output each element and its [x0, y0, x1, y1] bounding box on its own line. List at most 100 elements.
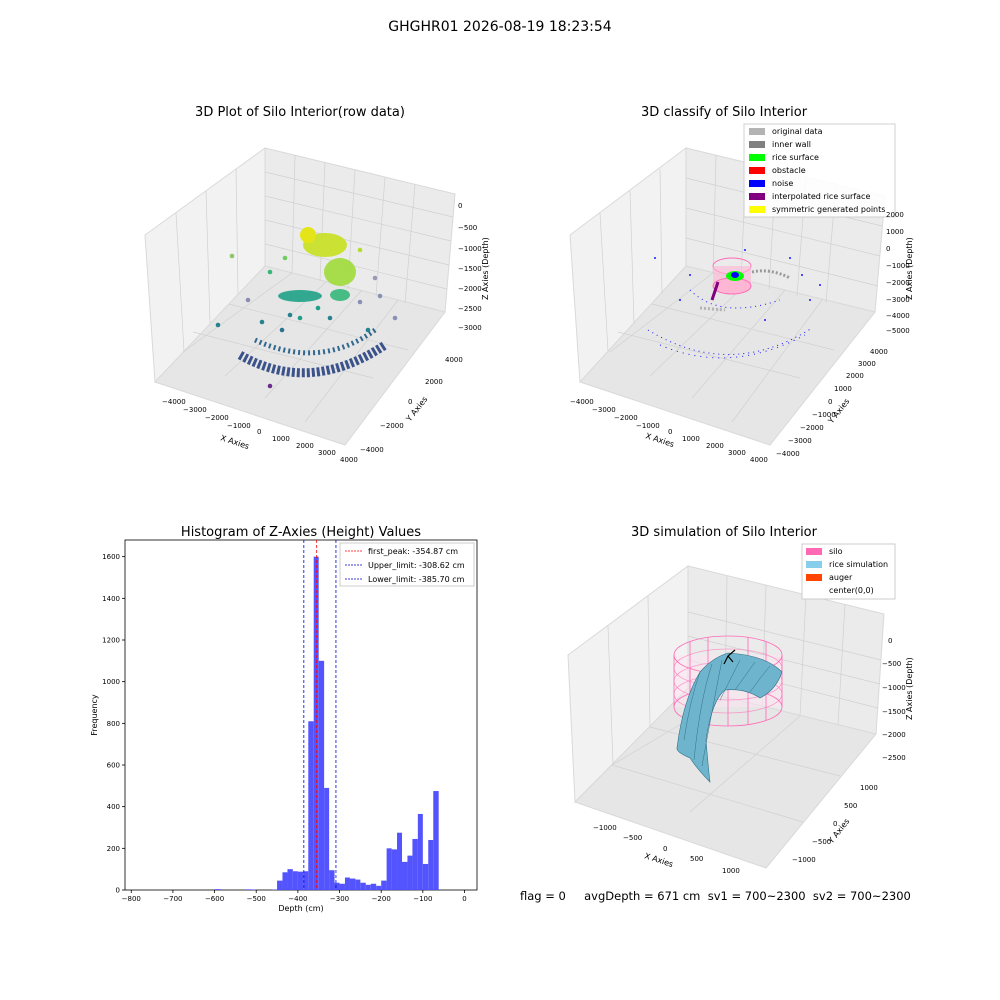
hist-bar: [308, 721, 314, 890]
p4-ytick: 0: [833, 820, 837, 828]
figure-title: GHGHR01 2026-08-19 18:23:54: [388, 19, 612, 35]
panel1-z-ticks: 0 −500 −1000 −1500 −2000 −2500 −3000: [458, 202, 482, 332]
hist-bar: [303, 871, 309, 890]
p1-ztick: −1000: [458, 245, 482, 253]
hist-bars: [214, 556, 439, 890]
panel4-title: 3D simulation of Silo Interior: [631, 525, 818, 540]
legend-label: center(0,0): [829, 586, 874, 595]
p4-ztick: −1500: [882, 708, 906, 716]
legend-swatch: [806, 587, 822, 594]
hist-ylabel: Frequency: [90, 694, 99, 736]
legend-label: auger: [829, 573, 853, 582]
p2-ytick: −2000: [800, 424, 824, 432]
panel1-points: [215, 227, 398, 389]
hist-bar: [313, 556, 319, 890]
p4-ztick: −1000: [882, 684, 906, 692]
p4-ztick: −500: [882, 660, 901, 668]
legend-swatch: [749, 154, 765, 161]
hist-vlines: [303, 540, 337, 890]
hist-bar: [355, 879, 361, 890]
panel4-legend: silo rice simulation auger center(0,0): [801, 543, 896, 600]
hist-bar: [402, 861, 408, 890]
hist-bar: [297, 871, 304, 890]
panel2-y-ticks: −4000 −3000 −2000 −1000 0 1000 2000 3000…: [776, 348, 888, 458]
hist-bar: [417, 813, 423, 890]
p2-xtick: −3000: [592, 406, 616, 414]
hist-bar: [397, 832, 403, 890]
panel1-zlabel: Z Axies (Depth): [481, 237, 490, 300]
panel-raw-3d: 3D Plot of Silo Interior(row data): [144, 105, 490, 464]
hist-bar: [391, 849, 398, 890]
p4-ztick: −2000: [882, 731, 906, 739]
hist-bar: [376, 885, 382, 890]
hist-xtick-label: −300: [330, 895, 349, 903]
legend-swatch: [806, 548, 822, 555]
hist-bar: [287, 869, 293, 890]
hist-bar: [360, 882, 366, 890]
p2-ytick: 3000: [858, 360, 876, 368]
legend-swatch: [749, 206, 765, 213]
p2-xtick: 4000: [750, 456, 768, 464]
legend-swatch: [749, 128, 765, 135]
panel2-floor-pane: [579, 265, 876, 446]
hist-plot-area: [124, 539, 478, 891]
hist-bar: [282, 872, 288, 890]
hist-xtick-label: −200: [372, 895, 391, 903]
legend-swatch: [749, 193, 765, 200]
hist-ytick-label: 400: [107, 803, 120, 811]
panel1-x-ticks: −4000 −3000 −2000 −1000 0 1000 2000 3000…: [162, 398, 358, 464]
p2-ztick: 1000: [886, 228, 904, 236]
hist-ytick-label: 1000: [102, 678, 120, 686]
panel-simulation-3d: 3D simulation of Silo Interior: [520, 525, 914, 903]
legend-swatch: [806, 561, 822, 568]
panel4-y-ticks: −1000 −500 0 500 1000: [792, 784, 878, 864]
hist-legend: first_peak: -354.87 cm Upper_limit: -308…: [339, 542, 475, 587]
panel4-xlabel: X Axies: [643, 851, 674, 869]
p2-ztick: 2000: [886, 211, 904, 219]
p2-xtick: 3000: [728, 449, 746, 457]
hist-title: Histogram of Z-Axies (Height) Values: [181, 525, 421, 540]
hist-ytick-label: 1400: [102, 595, 120, 603]
hist-bar: [245, 889, 252, 890]
p2-xtick: −4000: [570, 398, 594, 406]
panel1-grid: [175, 154, 454, 423]
p4-ytick: −500: [812, 838, 831, 846]
p1-ytick: 0: [408, 398, 412, 406]
hist-x-axis: −800 −700 −600 −500 −400 −300 −200 −100 0: [122, 890, 467, 903]
legend-swatch: [749, 180, 765, 187]
p1-xtick: −4000: [162, 398, 186, 406]
hist-xtick-label: 0: [462, 895, 466, 903]
p2-ztick: −2000: [886, 279, 910, 287]
legend-label: interpolated rice surface: [772, 192, 870, 201]
hist-bar: [370, 883, 377, 890]
p1-xtick: −1000: [227, 422, 251, 430]
legend-label: original data: [772, 127, 823, 136]
panel1-title: 3D Plot of Silo Interior(row data): [195, 105, 405, 120]
hist-xlabel: Depth (cm): [278, 904, 323, 913]
hist-bar: [318, 660, 325, 890]
hist-bar: [386, 848, 392, 890]
hist-xtick-label: −600: [205, 895, 224, 903]
hist-bar: [329, 870, 335, 890]
p2-ytick: 2000: [846, 372, 864, 380]
hist-xtick-label: −800: [122, 895, 141, 903]
legend-label: noise: [772, 179, 793, 188]
p1-xtick: 1000: [272, 435, 290, 443]
p1-ztick: −500: [458, 224, 477, 232]
p1-ztick: 0: [458, 202, 462, 210]
legend-label: silo: [829, 547, 843, 556]
p2-xtick: −1000: [636, 422, 660, 430]
hist-y-axis: 0 200 400 600 800 1000 1200 1400 1600: [102, 553, 125, 895]
hist-ytick-label: 1600: [102, 553, 120, 561]
legend-label: obstacle: [772, 166, 806, 175]
hist-bar: [412, 838, 418, 890]
panel2-z-ticks: 2000 1000 0 −1000 −2000 −3000 −4000 −500…: [886, 211, 910, 335]
p2-ztick: −4000: [886, 312, 910, 320]
p1-xtick: −3000: [183, 406, 207, 414]
p2-xtick: 2000: [706, 442, 724, 450]
hist-ytick-label: 0: [116, 887, 120, 895]
hist-xtick-label: −400: [288, 895, 307, 903]
panel-histogram: Histogram of Z-Axies (Height) Values −80…: [90, 525, 478, 913]
hist-bar: [334, 882, 340, 890]
